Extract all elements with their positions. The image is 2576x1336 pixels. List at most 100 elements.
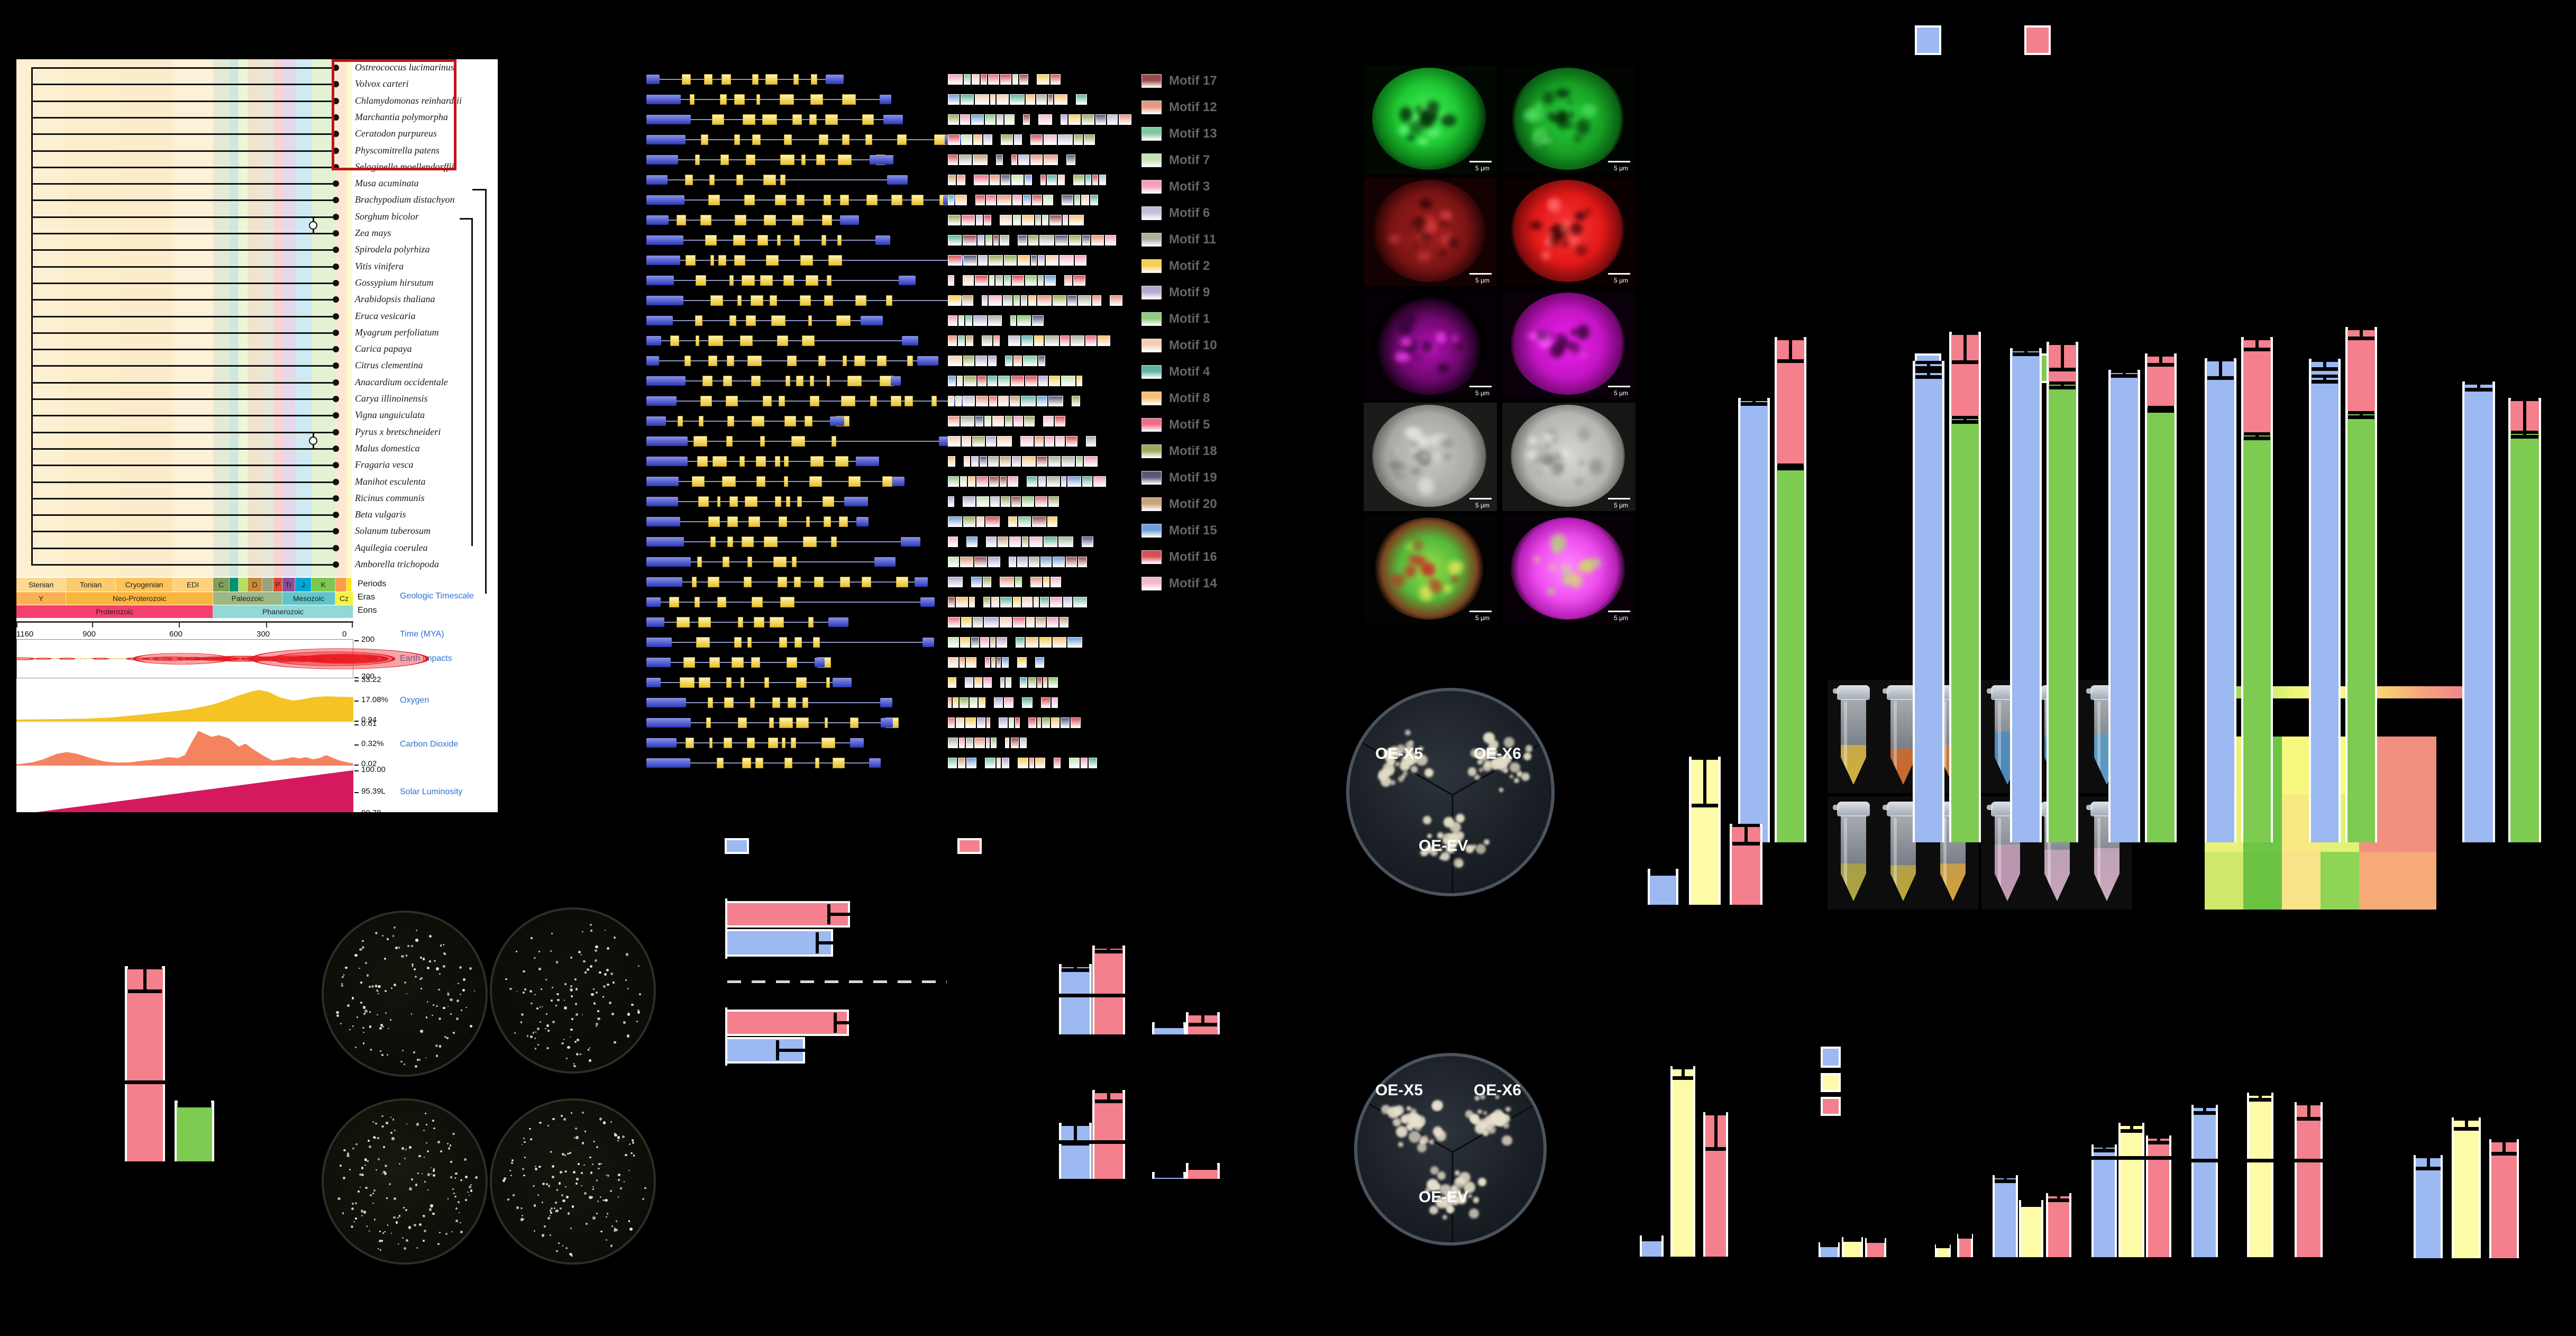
cell-texture-blob — [1547, 429, 1556, 435]
motif-box — [984, 617, 999, 628]
motif-box — [948, 134, 960, 145]
period-cell: P — [273, 578, 282, 592]
colony-dot — [362, 1042, 365, 1044]
error-bar-cap — [1061, 968, 1090, 972]
colony-dot — [570, 1228, 572, 1229]
colony-dot — [633, 1155, 635, 1157]
colony-dot — [384, 1231, 386, 1233]
period-cell: Cryogenian — [116, 578, 173, 592]
colony-dot — [461, 1010, 462, 1011]
motif-box — [977, 235, 985, 246]
motif-box — [997, 537, 1009, 547]
motif-box — [1040, 597, 1049, 607]
cell-texture-blob — [1533, 556, 1540, 562]
motif-box — [948, 516, 963, 527]
exon-segment — [854, 356, 865, 366]
cell-texture-blob — [1541, 137, 1552, 144]
band-tick-label: 100.00 — [361, 765, 386, 774]
period-stripe — [273, 59, 282, 577]
colony-dot — [360, 1002, 362, 1004]
colony-dot — [574, 1127, 578, 1130]
cell-texture-blob — [1407, 134, 1414, 141]
colony-dot — [545, 1028, 546, 1030]
tree-tip-dot — [333, 131, 339, 138]
species-label: Anacardium occidentale — [355, 376, 448, 387]
species-label: Carya illinoinensis — [355, 393, 428, 404]
bar-red — [1092, 1090, 1125, 1179]
motif-box — [1082, 114, 1095, 125]
motif-box — [1040, 557, 1052, 567]
species-label: Pyrus x bretschneideri — [355, 426, 441, 437]
motif-box — [1042, 215, 1049, 225]
motif-color-chip — [1141, 550, 1162, 564]
motif-box — [948, 657, 959, 668]
motif-legend-label: Motif 15 — [1169, 523, 1217, 538]
exon-segment — [729, 315, 737, 326]
colony-dot — [533, 1204, 536, 1207]
colony-dot — [638, 993, 641, 995]
colony-dot — [551, 986, 553, 988]
utr-segment — [646, 416, 666, 426]
exon-segment — [897, 134, 907, 145]
utr-segment — [646, 658, 671, 667]
confocal-image: 5 μm — [1502, 515, 1636, 624]
colony-dot — [563, 999, 565, 1001]
motif-legend-label: Motif 6 — [1169, 206, 1210, 220]
colony-dot — [516, 1206, 519, 1209]
motif-box — [1000, 235, 1009, 246]
colony-dot — [574, 1041, 577, 1043]
error-bar-cap — [2147, 409, 2175, 413]
colony-dot — [343, 974, 345, 976]
colony-dot — [575, 988, 578, 990]
legend-swatch-red — [957, 838, 982, 854]
scale-bar-label: 5 μm — [1614, 502, 1628, 509]
colony-dot — [593, 1140, 596, 1143]
motif-box — [999, 717, 1008, 728]
intron-line — [677, 742, 851, 743]
colony-dot — [576, 1013, 579, 1016]
intron-line — [664, 622, 829, 623]
callus-blob — [1429, 1139, 1435, 1144]
utr-segment — [646, 437, 688, 446]
error-bar-cap — [1951, 420, 1979, 424]
cell-texture-blob — [1413, 452, 1420, 460]
colony-dot — [521, 1214, 523, 1216]
error-bar-stem — [2219, 358, 2222, 379]
motif-box — [1052, 557, 1065, 567]
colony-dot — [520, 1013, 524, 1016]
tube — [1833, 802, 1870, 905]
colony-dot — [376, 989, 379, 992]
motif-box — [972, 74, 980, 85]
tree-tip-dot — [333, 379, 339, 386]
colony-dot — [596, 1179, 598, 1182]
motif-box — [1063, 215, 1068, 225]
exon-segment — [695, 315, 703, 326]
cell-texture-blob — [1570, 574, 1583, 588]
error-bar-cap — [1189, 1023, 1217, 1026]
colony-dot — [359, 967, 360, 969]
exon-segment — [808, 617, 814, 628]
motif-box — [985, 516, 1000, 527]
era-cell: Cz — [335, 592, 353, 605]
colony-dot — [556, 1250, 558, 1252]
period-stripe — [173, 59, 213, 577]
tree-branch — [31, 365, 333, 367]
error-bar-stem — [2323, 359, 2326, 370]
colony-dot — [401, 1147, 405, 1150]
period-cell: Tonian — [66, 578, 116, 592]
colony-dot — [576, 1178, 579, 1180]
colony-dot — [407, 945, 410, 948]
cell-texture-blob — [1451, 576, 1459, 583]
exon-segment — [774, 456, 780, 467]
exon-segment — [751, 657, 760, 668]
colony-dot — [452, 1132, 455, 1135]
cell-texture-blob — [1389, 452, 1394, 457]
colony-dot — [598, 1163, 600, 1165]
error-bar-stem — [2426, 1155, 2430, 1170]
motif-box — [1036, 456, 1047, 467]
period-cell: C — [213, 578, 230, 592]
exon-segment — [723, 376, 733, 386]
colony-dot — [381, 1125, 384, 1128]
colony-dot — [617, 1196, 619, 1198]
bar-yellow — [2118, 1123, 2144, 1257]
